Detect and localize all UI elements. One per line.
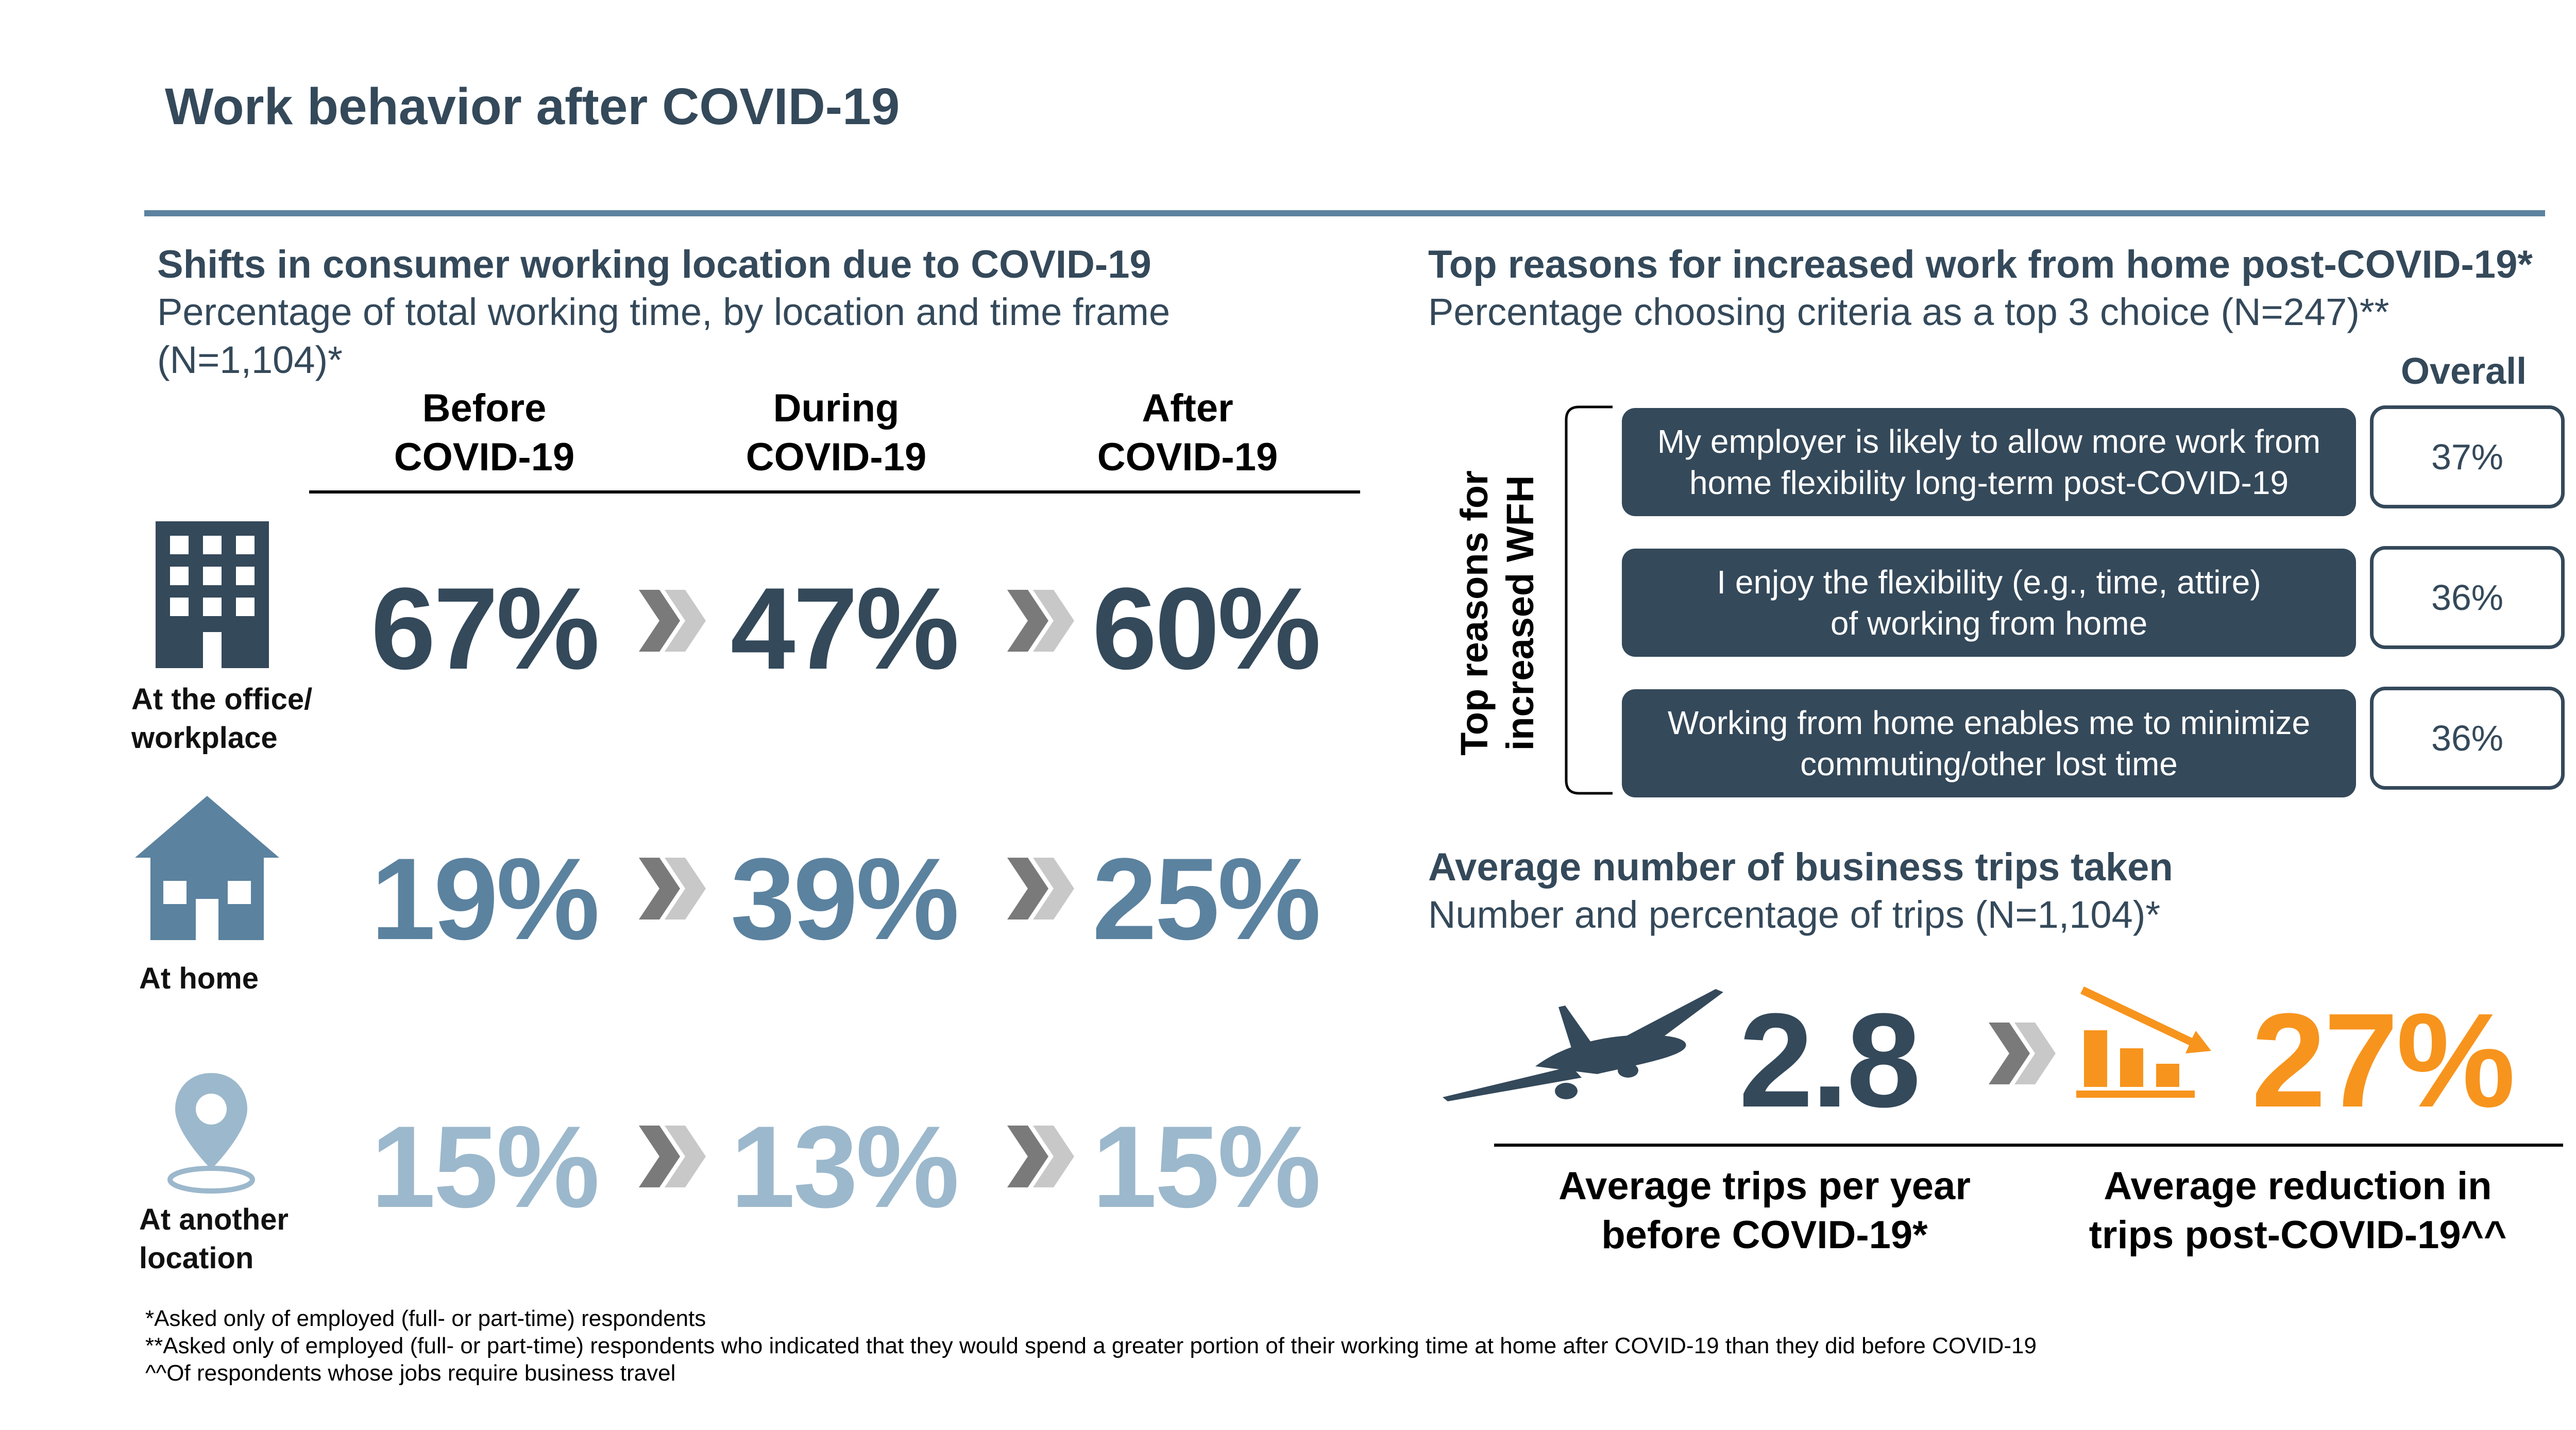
left-section-title: Shifts in consumer working location due … [157, 243, 1151, 286]
reason-score: 36% [2370, 546, 2565, 649]
reduction-label-line1: Average reduction in [2104, 1164, 2492, 1208]
trips-per-year-label: Average trips per year before COVID-19* [1494, 1162, 2035, 1259]
trips-section-title: Average number of business trips taken [1428, 845, 2173, 889]
airplane-icon [1443, 989, 1723, 1101]
declining-bar-chart-icon [2076, 986, 2211, 1098]
trips-per-year-value: 2.8 [1739, 986, 1921, 1135]
chevron-right-icon [1007, 1126, 1074, 1187]
left-section-subtitle: Percentage of total working time, by loc… [157, 288, 1170, 384]
office-before-value: 67% [370, 563, 600, 693]
reason-text-line1: I enjoy the flexibility (e.g., time, att… [1717, 564, 2261, 601]
trips-per-year-label-line1: Average trips per year [1558, 1164, 1971, 1208]
office-building-icon [156, 521, 269, 668]
right-section-title: Top reasons for increased work from home… [1428, 243, 2533, 286]
reason-score: 36% [2370, 687, 2565, 790]
footnote: *Asked only of employed (full- or part-t… [145, 1306, 706, 1331]
footnote: ^^Of respondents whose jobs require busi… [145, 1360, 676, 1386]
column-header-before-line2: COVID-19 [394, 435, 575, 479]
reason-text-line2: home flexibility long-term post-COVID-19 [1689, 464, 2289, 501]
reason-text-line1: Working from home enables me to minimize [1667, 704, 2311, 741]
reason-score: 37% [2370, 405, 2565, 508]
row-label-other: At another location [139, 1200, 289, 1278]
reasons-vertical-label: Top reasons for increased WFH [1452, 438, 1544, 788]
chevron-right-icon [639, 590, 706, 652]
home-after-value: 25% [1092, 833, 1321, 964]
reduction-value: 27% [2251, 986, 2515, 1135]
row-label-office-line2: workplace [131, 721, 278, 755]
trips-section-subtitle: Number and percentage of trips (N=1,104)… [1428, 893, 2161, 936]
row-label-office: At the office/ workplace [131, 680, 312, 758]
office-during-value: 47% [730, 563, 959, 693]
row-label-office-line1: At the office/ [131, 683, 313, 716]
house-icon [135, 796, 279, 940]
other-during-value: 13% [730, 1101, 959, 1232]
page-title: Work behavior after COVID-19 [165, 78, 900, 135]
trips-per-year-label-line2: before COVID-19* [1601, 1213, 1928, 1257]
column-header-divider [309, 490, 1360, 493]
location-pin-icon [167, 1073, 255, 1194]
reason-box: I enjoy the flexibility (e.g., time, att… [1622, 549, 2356, 657]
column-header-after: After COVID-19 [1043, 384, 1332, 482]
reasons-vertical-label-line2: increased WFH [1498, 475, 1541, 751]
reduction-label: Average reduction in trips post-COVID-19… [2027, 1162, 2568, 1259]
reasons-vertical-label-line1: Top reasons for [1453, 470, 1496, 756]
chevron-right-icon [1007, 590, 1074, 652]
reason-box: My employer is likely to allow more work… [1622, 408, 2356, 516]
column-header-before-line1: Before [422, 386, 547, 430]
row-label-other-line2: location [139, 1241, 254, 1275]
row-label-other-line1: At another [139, 1203, 289, 1236]
reason-text-line2: commuting/other lost time [1800, 745, 2178, 782]
row-label-home: At home [139, 962, 259, 995]
reason-box: Working from home enables me to minimize… [1622, 689, 2356, 797]
column-header-during-line1: During [773, 386, 900, 430]
trips-divider [1494, 1144, 2563, 1147]
footnote: **Asked only of employed (full- or part-… [145, 1333, 2037, 1358]
column-header-after-line1: After [1142, 386, 1233, 430]
column-header-during: During COVID-19 [692, 384, 980, 482]
chevron-right-icon [1989, 1023, 2056, 1084]
chevron-right-icon [639, 858, 706, 920]
other-before-value: 15% [370, 1101, 600, 1232]
overall-label: Overall [2401, 351, 2527, 392]
left-section-subtitle-line1: Percentage of total working time, by loc… [157, 291, 1171, 333]
column-header-after-line2: COVID-19 [1097, 435, 1278, 479]
column-header-during-line2: COVID-19 [745, 435, 927, 479]
home-before-value: 19% [370, 833, 600, 964]
right-section-subtitle: Percentage choosing criteria as a top 3 … [1428, 291, 2389, 333]
title-divider [144, 210, 2545, 216]
other-after-value: 15% [1092, 1101, 1321, 1232]
reason-text-line1: My employer is likely to allow more work… [1657, 423, 2321, 460]
reason-text-line2: of working from home [1830, 605, 2148, 642]
home-during-value: 39% [730, 833, 959, 964]
office-after-value: 60% [1092, 563, 1321, 693]
chevron-right-icon [1007, 858, 1074, 920]
chevron-right-icon [639, 1126, 706, 1187]
reasons-bracket [1565, 405, 1613, 795]
reduction-label-line2: trips post-COVID-19^^ [2089, 1213, 2507, 1257]
left-section-subtitle-line2: (N=1,104)* [157, 338, 343, 381]
column-header-before: Before COVID-19 [340, 384, 629, 482]
